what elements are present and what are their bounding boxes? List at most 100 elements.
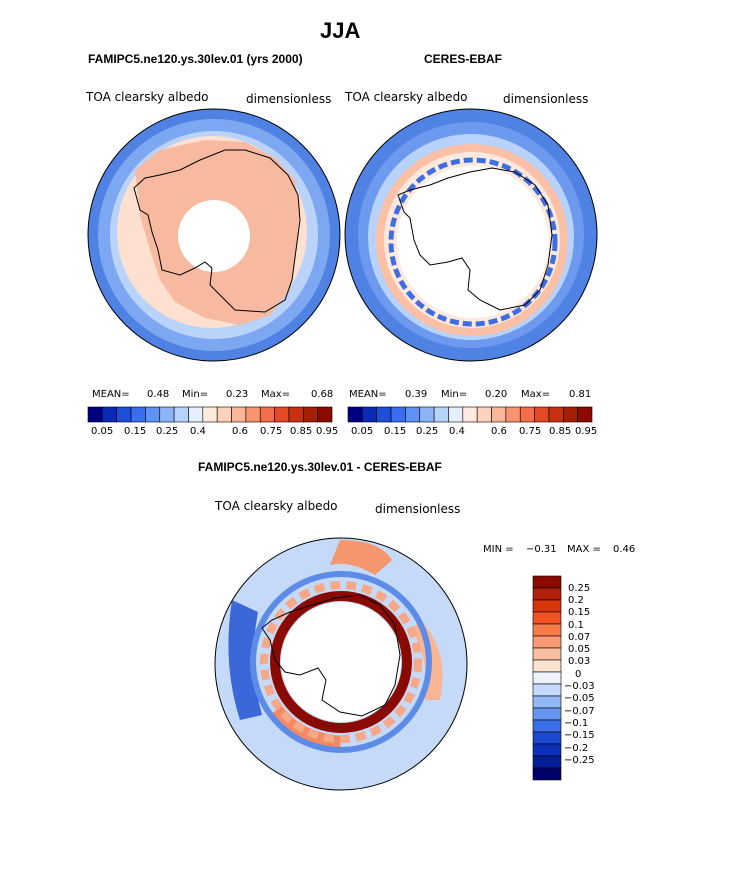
obs-colorbar-swatch — [519, 406, 535, 423]
diff-map-border — [214, 537, 468, 791]
obs-max-value: 0.81 — [569, 389, 592, 400]
diff-tick-label: −0.03 — [564, 681, 595, 692]
obs-tick-label: 0.75 — [519, 426, 542, 437]
model-colorbar-swatch — [87, 406, 103, 423]
diff-tick-label: 0.05 — [568, 644, 591, 655]
model-colorbar-swatch — [202, 406, 218, 423]
obs-tick-label: 0.15 — [384, 426, 407, 437]
model-map-border — [87, 108, 341, 362]
diff-coastline — [261, 594, 401, 717]
diff-min-label: MIN = — [483, 544, 514, 555]
obs-panel-title: CERES-EBAF — [424, 52, 503, 66]
obs-tick-label: 0.05 — [351, 426, 374, 437]
model-pole-hole — [178, 200, 250, 272]
model-colorbar-swatch — [188, 406, 204, 423]
model-tick-label: 0.85 — [290, 426, 313, 437]
model-tick-label: 0.6 — [232, 426, 248, 437]
model-tick-label: 0.05 — [91, 426, 114, 437]
model-mean-label: MEAN= — [92, 389, 130, 400]
model-tick-label: 0.75 — [260, 426, 283, 437]
diff-colorbar-swatch — [532, 575, 562, 589]
model-colorbar-swatch — [274, 406, 290, 423]
diff-colorbar-swatch — [532, 647, 562, 661]
model-min-label: Min= — [182, 389, 209, 400]
obs-units-label: dimensionless — [503, 92, 589, 106]
model-colorbar-swatch — [145, 406, 161, 423]
diff-units-label: dimensionless — [375, 502, 461, 516]
diff-tick-label: −0.07 — [564, 706, 595, 717]
diff-west-negative — [228, 600, 262, 720]
obs-colorbar-swatch — [476, 406, 492, 423]
model-map — [87, 108, 341, 362]
obs-colorbar-swatch — [534, 406, 550, 423]
diff-tick-label: 0.1 — [568, 620, 584, 631]
diff-colorbar — [532, 575, 562, 781]
obs-coastline — [397, 167, 553, 311]
obs-colorbar — [347, 406, 593, 423]
diff-colorbar-swatch — [532, 719, 562, 733]
obs-colorbar-swatch — [548, 406, 564, 423]
obs-max-label: Max= — [521, 389, 551, 400]
model-colorbar-swatch — [116, 406, 132, 423]
diff-panel-title: FAMIPC5.ne120.ys.30lev.01 - CERES-EBAF — [198, 460, 442, 474]
diff-min-value: −0.31 — [526, 544, 557, 555]
diff-tick-label: −0.2 — [564, 743, 589, 754]
model-mean-value: 0.48 — [147, 389, 170, 400]
model-colorbar-swatch — [130, 406, 146, 423]
model-colorbar-swatch — [159, 406, 175, 423]
model-panel-title: FAMIPC5.ne120.ys.30lev.01 (yrs 2000) — [88, 52, 303, 66]
obs-colorbar-swatch — [491, 406, 507, 423]
diff-max-label: MAX = — [567, 544, 601, 555]
diff-colorbar-swatch — [532, 767, 562, 781]
model-colorbar-swatch — [231, 406, 247, 423]
diff-tick-label: 0.03 — [568, 656, 591, 667]
diff-tick-label: 0.07 — [568, 632, 591, 643]
model-field-label: TOA clearsky albedo — [86, 90, 209, 104]
diff-tick-label: 0.25 — [568, 583, 591, 594]
obs-blue-ring — [388, 157, 558, 327]
model-colorbar-swatch — [102, 406, 118, 423]
obs-min-value: 0.20 — [485, 389, 508, 400]
model-colorbar-swatch — [288, 406, 304, 423]
obs-tick-label: 0.4 — [449, 426, 465, 437]
figure-title: JJA — [320, 18, 361, 43]
model-max-value: 0.68 — [311, 389, 334, 400]
diff-colorbar-swatch — [532, 755, 562, 769]
obs-map-border — [344, 108, 598, 362]
obs-colorbar-swatch — [505, 406, 521, 423]
diff-colorbar-swatch — [532, 731, 562, 745]
obs-colorbar-swatch — [362, 406, 378, 423]
diff-colorbar-swatch — [532, 683, 562, 697]
model-colorbar-swatch — [245, 406, 261, 423]
obs-min-label: Min= — [441, 389, 468, 400]
obs-colorbar-swatch — [577, 406, 593, 423]
model-units-label: dimensionless — [246, 92, 332, 106]
diff-colorbar-swatch — [532, 671, 562, 685]
obs-colorbar-swatch — [562, 406, 578, 423]
obs-map — [344, 108, 598, 362]
obs-field-label: TOA clearsky albedo — [345, 90, 468, 104]
model-coastline — [133, 149, 301, 313]
obs-colorbar-swatch — [405, 406, 421, 423]
obs-colorbar-swatch — [433, 406, 449, 423]
obs-mean-label: MEAN= — [349, 389, 387, 400]
diff-colorbar-swatch — [532, 587, 562, 601]
diff-colorbar-swatch — [532, 599, 562, 613]
model-colorbar — [87, 406, 333, 423]
diff-tick-label: −0.15 — [564, 730, 595, 741]
diff-max-value: 0.46 — [613, 544, 636, 555]
diff-colorbar-swatch — [532, 611, 562, 625]
diff-colorbar-swatch — [532, 695, 562, 709]
diff-ice-sheet — [281, 602, 401, 722]
obs-colorbar-swatch — [462, 406, 478, 423]
obs-ice-sheet — [397, 166, 549, 318]
model-max-label: Max= — [261, 389, 291, 400]
obs-colorbar-swatch — [448, 406, 464, 423]
obs-tick-label: 0.95 — [575, 426, 598, 437]
model-colorbar-swatch — [173, 406, 189, 423]
model-colorbar-swatch — [216, 406, 232, 423]
model-tick-label: 0.25 — [156, 426, 179, 437]
diff-colorbar-swatch — [532, 659, 562, 673]
diff-north-positive — [330, 540, 392, 575]
